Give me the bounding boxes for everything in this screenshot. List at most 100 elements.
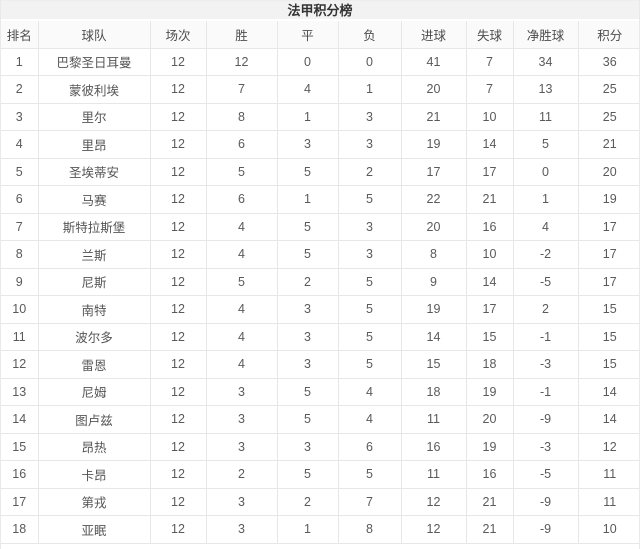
- cell-goals-for: 8: [400, 240, 467, 269]
- cell-losses: 5: [337, 350, 402, 379]
- cell-goals-against: 19: [465, 377, 514, 406]
- cell-team: 蒙彼利埃: [37, 75, 151, 104]
- cell-rank: 8: [1, 240, 39, 269]
- cell-team: 图卢兹: [37, 405, 151, 434]
- cell-wins: 4: [205, 350, 278, 379]
- cell-points: 20: [577, 157, 639, 186]
- cell-draws: 3: [276, 322, 339, 351]
- cell-losses: 5: [337, 295, 402, 324]
- cell-rank: 1: [1, 47, 39, 76]
- cell-rank: 11: [1, 322, 39, 351]
- cell-goals-for: 11: [400, 460, 467, 489]
- table-row: 2 蒙彼利埃 12 7 4 1 20 7 13 25: [1, 75, 639, 104]
- cell-goals-against: 21: [465, 515, 514, 544]
- cell-goal-diff: -3: [512, 350, 579, 379]
- cell-points: 14: [577, 405, 639, 434]
- cell-goal-diff: 5: [512, 130, 579, 159]
- cell-draws: 5: [276, 212, 339, 241]
- cell-goals-for: 20: [400, 212, 467, 241]
- table-row: 8 兰斯 12 4 5 3 8 10 -2 17: [1, 240, 639, 269]
- cell-goals-for: 12: [400, 487, 467, 516]
- cell-losses: 8: [337, 515, 402, 544]
- cell-rank: 9: [1, 267, 39, 296]
- cell-draws: 1: [276, 185, 339, 214]
- cell-goals-against: 16: [465, 460, 514, 489]
- cell-goals-against: 21: [465, 185, 514, 214]
- cell-rank: 7: [1, 212, 39, 241]
- cell-team: 里昂: [37, 130, 151, 159]
- column-header-wins: 胜: [205, 21, 278, 49]
- cell-played: 12: [149, 487, 207, 516]
- cell-wins: 8: [205, 102, 278, 131]
- cell-losses: 5: [337, 267, 402, 296]
- table-title: 法甲积分榜: [1, 1, 639, 21]
- cell-goal-diff: -9: [512, 405, 579, 434]
- cell-draws: 4: [276, 75, 339, 104]
- column-header-goals-for: 进球: [400, 21, 467, 49]
- cell-losses: 3: [337, 212, 402, 241]
- cell-wins: 7: [205, 75, 278, 104]
- cell-points: 17: [577, 240, 639, 269]
- cell-draws: 0: [276, 47, 339, 76]
- cell-rank: 14: [1, 405, 39, 434]
- cell-played: 12: [149, 130, 207, 159]
- cell-goal-diff: 4: [512, 212, 579, 241]
- cell-goal-diff: 11: [512, 102, 579, 131]
- column-header-losses: 负: [337, 21, 402, 49]
- cell-losses: 5: [337, 460, 402, 489]
- cell-draws: 3: [276, 295, 339, 324]
- cell-rank: 18: [1, 515, 39, 544]
- cell-points: 15: [577, 350, 639, 379]
- cell-wins: 3: [205, 377, 278, 406]
- cell-played: 12: [149, 377, 207, 406]
- cell-losses: 5: [337, 322, 402, 351]
- table-row: 17 第戎 12 3 2 7 12 21 -9 11: [1, 487, 639, 516]
- cell-goal-diff: -9: [512, 515, 579, 544]
- table-row: 12 雷恩 12 4 3 5 15 18 -3 15: [1, 350, 639, 379]
- cell-team: 亚眠: [37, 515, 151, 544]
- cell-draws: 3: [276, 350, 339, 379]
- cell-rank: 16: [1, 460, 39, 489]
- cell-wins: 4: [205, 212, 278, 241]
- cell-played: 12: [149, 212, 207, 241]
- cell-goal-diff: -3: [512, 432, 579, 461]
- cell-goals-against: 18: [465, 350, 514, 379]
- cell-played: 12: [149, 75, 207, 104]
- cell-goal-diff: 2: [512, 295, 579, 324]
- cell-draws: 3: [276, 130, 339, 159]
- cell-played: 12: [149, 515, 207, 544]
- cell-goals-against: 16: [465, 212, 514, 241]
- cell-wins: 3: [205, 487, 278, 516]
- cell-losses: 1: [337, 75, 402, 104]
- cell-goal-diff: 34: [512, 47, 579, 76]
- cell-losses: 3: [337, 240, 402, 269]
- cell-goals-against: 10: [465, 240, 514, 269]
- table-row: 3 里尔 12 8 1 3 21 10 11 25: [1, 102, 639, 131]
- cell-points: 36: [577, 47, 639, 76]
- cell-goals-for: 18: [400, 377, 467, 406]
- cell-points: 19: [577, 185, 639, 214]
- cell-wins: 6: [205, 130, 278, 159]
- cell-rank: 12: [1, 350, 39, 379]
- cell-draws: 5: [276, 405, 339, 434]
- cell-goals-for: 17: [400, 157, 467, 186]
- cell-played: 12: [149, 47, 207, 76]
- cell-played: 12: [149, 102, 207, 131]
- cell-draws: 2: [276, 267, 339, 296]
- cell-team: 斯特拉斯堡: [37, 212, 151, 241]
- table-row: 6 马赛 12 6 1 5 22 21 1 19: [1, 185, 639, 214]
- table-row: 16 卡昂 12 2 5 5 11 16 -5 11: [1, 460, 639, 489]
- cell-goal-diff: 1: [512, 185, 579, 214]
- cell-goals-for: 9: [400, 267, 467, 296]
- cell-points: 14: [577, 377, 639, 406]
- cell-played: 12: [149, 405, 207, 434]
- table-row: 14 图卢兹 12 3 5 4 11 20 -9 14: [1, 405, 639, 434]
- cell-goals-against: 19: [465, 432, 514, 461]
- cell-points: 10: [577, 515, 639, 544]
- table-header-row: 排名 球队 场次胜平负进球 失球 净胜球 积分: [1, 21, 639, 49]
- table-row: 10 南特 12 4 3 5 19 17 2 15: [1, 295, 639, 324]
- cell-goals-for: 22: [400, 185, 467, 214]
- cell-rank: 3: [1, 102, 39, 131]
- cell-rank: 17: [1, 487, 39, 516]
